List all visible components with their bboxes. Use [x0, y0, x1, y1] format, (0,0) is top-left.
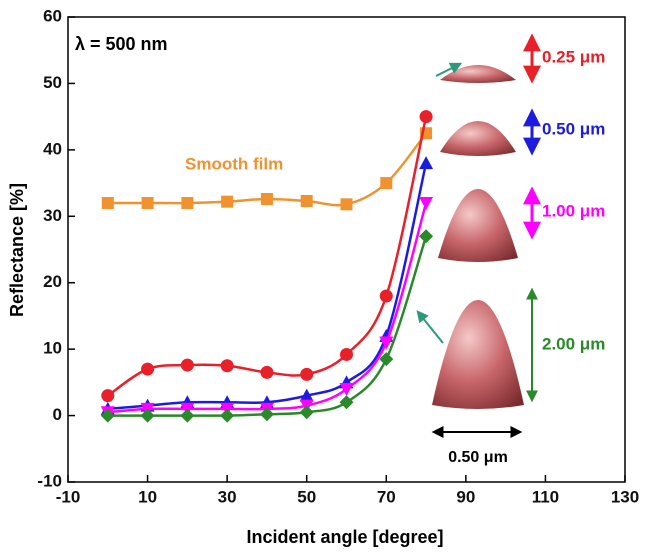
series-line: [108, 236, 426, 415]
y-tick-label: 30: [43, 206, 62, 225]
x-tick-label: 70: [377, 487, 396, 506]
data-point: [141, 363, 154, 376]
data-point: [102, 197, 114, 209]
data-point: [180, 409, 194, 423]
series-label: 1.00 μm: [542, 201, 605, 220]
y-tick-label: 50: [43, 73, 62, 92]
data-point: [380, 177, 392, 189]
data-point: [340, 348, 353, 361]
chart: λ = 500 nm 0.50 μm Incident angle [degre…: [0, 0, 645, 553]
y-tick-label: 10: [43, 339, 62, 358]
x-tick-label: 10: [138, 487, 157, 506]
illustrations: [418, 37, 532, 432]
series-label: 0.25 μm: [542, 47, 605, 66]
x-tick-label: 130: [611, 487, 639, 506]
data-point: [420, 110, 433, 123]
series-line: [108, 203, 426, 412]
x-tick-label: 50: [297, 487, 316, 506]
data-point: [221, 196, 233, 208]
data-point: [260, 366, 273, 379]
data-point: [300, 368, 313, 381]
annotation: 0.50 μm: [448, 449, 508, 466]
plot-frame: [68, 17, 625, 482]
data-point: [341, 198, 353, 210]
x-tick-label: 30: [218, 487, 237, 506]
x-axis-label: Incident angle [degree]: [246, 527, 443, 547]
data-point: [220, 409, 234, 423]
page: {"chart_data": {"type": "line", "x_label…: [0, 0, 645, 558]
data-point: [221, 359, 234, 372]
data-point: [142, 197, 154, 209]
series-label: Smooth film: [185, 154, 283, 173]
data-point: [419, 229, 433, 243]
y-tick-label: 60: [43, 6, 62, 25]
x-tick-label: 110: [532, 487, 559, 506]
data-point: [419, 156, 433, 169]
annotation: λ = 500 nm: [75, 34, 168, 54]
y-tick-label: 20: [43, 272, 62, 291]
series-label: 2.00 μm: [542, 334, 605, 353]
y-tick-label: 0: [53, 405, 62, 424]
y-axis-label: Reflectance [%]: [7, 183, 27, 317]
data-point: [261, 193, 273, 205]
data-point: [380, 290, 393, 303]
data-point: [301, 195, 313, 207]
x-tick-label: 90: [456, 487, 475, 506]
y-tick-label: -10: [37, 471, 62, 490]
data-point: [181, 359, 194, 372]
y-tick-label: 40: [43, 139, 62, 158]
series-label: 0.50 μm: [542, 119, 605, 138]
data-point: [419, 197, 433, 210]
data-point: [340, 395, 354, 409]
data-point: [340, 383, 354, 396]
data-point: [101, 389, 114, 402]
data-point: [181, 197, 193, 209]
